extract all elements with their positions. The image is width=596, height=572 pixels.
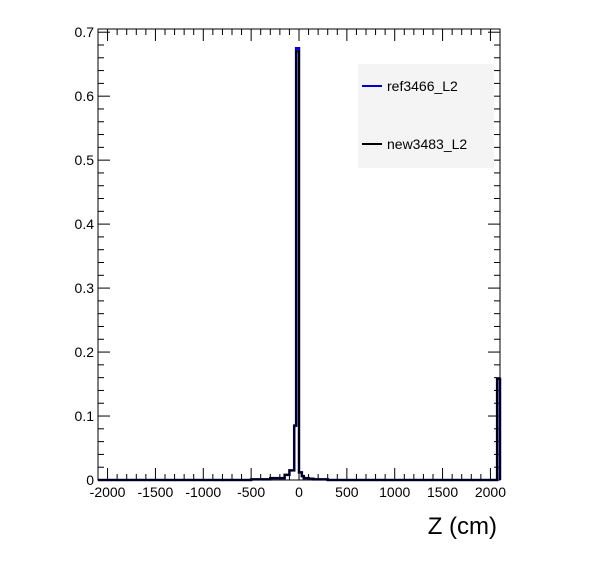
x-tick-label: -2000	[90, 484, 126, 500]
y-tick-label: 0.7	[75, 24, 95, 40]
y-tick-label: 0.6	[75, 88, 95, 104]
y-tick-label: 0	[86, 472, 94, 488]
legend-label: new3483_L2	[387, 136, 467, 152]
axis-ticks	[97, 29, 501, 481]
x-tick-label: 2000	[475, 484, 506, 500]
x-tick-label: 500	[335, 484, 359, 500]
legend: ref3466_L2 new3483_L2	[358, 64, 494, 168]
x-tick-label: 1500	[427, 484, 458, 500]
x-tick-label: -500	[237, 484, 265, 500]
x-axis-title: Z (cm)	[428, 513, 497, 540]
x-tick-label: 1000	[379, 484, 410, 500]
y-tick-label: 0.2	[75, 344, 95, 360]
series-line-new3483_L2	[98, 50, 501, 481]
x-tick-label: -1500	[138, 484, 174, 500]
series-layer	[98, 46, 502, 482]
legend-label: ref3466_L2	[387, 78, 458, 94]
x-tick-label: 0	[295, 484, 303, 500]
y-tick-label: 0.4	[75, 216, 95, 232]
legend-box	[358, 64, 494, 168]
axis-tick-labels: -2000 -1500 -1000 -500 0 500 1000 1500 2000 0 0.1 0…	[75, 24, 507, 500]
x-tick-label: -1000	[185, 484, 221, 500]
y-tick-label: 0.1	[75, 408, 95, 424]
y-tick-label: 0.5	[75, 152, 95, 168]
y-tick-label: 0.3	[75, 280, 95, 296]
